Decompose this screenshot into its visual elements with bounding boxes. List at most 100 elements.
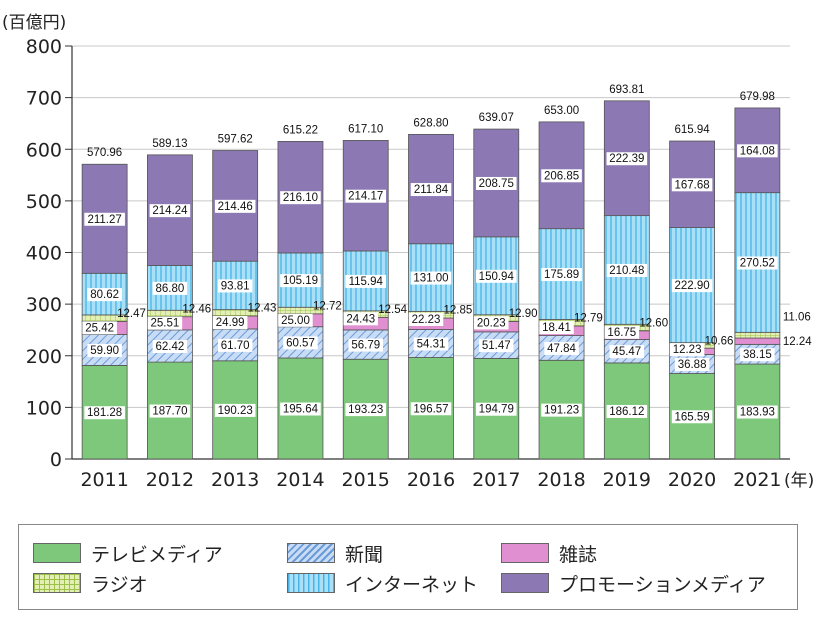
data-label-newspaper: 38.15 [743, 349, 772, 361]
y-tick-label: 200 [26, 346, 62, 368]
legend-label-internet: インターネット [345, 573, 479, 596]
data-label-promotion: 214.24 [152, 205, 188, 217]
data-label-magazine: 16.75 [607, 327, 636, 339]
data-label-tv-bg [606, 404, 648, 418]
axes: 0 100 200 300 400 500 600 700 800 2011 2012 2013 201… [26, 36, 790, 491]
data-label-magazine-bg [408, 313, 444, 327]
y-tick-label: 700 [26, 88, 62, 110]
data-label-radio: 12.46 [182, 303, 211, 315]
x-tick-label: 2017 [472, 469, 520, 491]
data-label-magazine: 12.23 [673, 344, 702, 356]
data-label-tv-bg [149, 404, 191, 418]
data-label-internet-bg [671, 279, 713, 293]
data-label-promotion: 164.08 [740, 145, 775, 157]
legend-swatch-magazine [501, 543, 549, 563]
data-label-newspaper: 45.47 [612, 346, 641, 358]
data-label-promotion: 167.68 [674, 179, 709, 191]
y-axis-unit-label: (百億円) [2, 13, 66, 33]
data-label-promotion-bg [149, 204, 191, 218]
legend-label-tv: テレビメディア [91, 543, 223, 566]
data-label-newspaper-bg [609, 345, 645, 359]
data-label-tv-bg [214, 403, 256, 417]
data-label-newspaper-bg [740, 348, 775, 362]
data-label-newspaper-bg [283, 336, 318, 350]
data-label-magazine-bg [278, 313, 313, 327]
data-label-radio: 12.43 [248, 303, 277, 315]
legend-swatch-tv [33, 543, 81, 563]
y-tick-label: 500 [26, 191, 62, 213]
data-label-internet-bg [475, 269, 517, 283]
data-label-newspaper: 47.84 [547, 343, 576, 355]
legend-label-radio: ラジオ [91, 573, 148, 596]
data-label-magazine: 12.24 [783, 336, 812, 348]
data-label-total: 617.10 [348, 123, 383, 135]
data-label-radio: 12.54 [378, 304, 407, 316]
data-label-tv-bg [410, 402, 452, 416]
data-label-newspaper: 59.90 [90, 345, 119, 357]
data-label-newspaper: 54.31 [417, 339, 446, 351]
data-label-magazine: 24.99 [216, 317, 245, 329]
data-label-magazine: 20.23 [477, 317, 506, 329]
legend-swatch-promotion [501, 573, 549, 593]
data-label-promotion: 214.46 [218, 201, 253, 213]
legend-label-newspaper: 新聞 [345, 543, 384, 566]
data-label-internet-bg [345, 274, 387, 288]
data-label-promotion-bg [214, 199, 256, 213]
data-label-tv: 194.79 [479, 404, 514, 416]
data-label-radio: 12.85 [444, 304, 473, 316]
legend-item-promotion: プロモーションメディア [501, 571, 766, 596]
data-label-internet-bg [280, 274, 321, 288]
data-label-promotion-bg [345, 189, 387, 203]
y-tick-label: 800 [26, 36, 62, 58]
data-label-internet-bg [541, 268, 582, 282]
y-tick-label: 300 [26, 294, 62, 316]
data-label-magazine-bg [147, 316, 183, 330]
data-label-promotion-bg [84, 212, 125, 226]
data-label-tv: 165.59 [674, 411, 709, 423]
data-label-promotion: 206.85 [544, 170, 579, 182]
legend-label-promotion: プロモーションメディア [559, 573, 766, 596]
data-label-internet-bg [152, 281, 188, 295]
data-label-tv-bg [671, 410, 713, 424]
data-label-promotion: 211.84 [414, 184, 449, 196]
data-label-magazine: 25.51 [151, 318, 180, 330]
data-label-tv: 190.23 [218, 405, 253, 417]
x-tick-label: 2019 [603, 469, 651, 491]
legend-item-newspaper: 新聞 [287, 541, 384, 566]
y-tick-label: 400 [26, 243, 62, 265]
data-label-radio: 12.90 [509, 308, 538, 320]
data-label-magazine: 22.23 [412, 314, 441, 326]
data-label-newspaper-bg [544, 341, 579, 355]
data-label-internet-bg [737, 256, 778, 270]
data-label-newspaper: 51.47 [482, 340, 511, 352]
data-label-newspaper-bg [479, 339, 514, 353]
data-label-promotion: 214.17 [348, 191, 383, 203]
data-label-internet-bg [217, 279, 253, 293]
data-label-tv: 196.57 [413, 403, 448, 415]
data-label-radio: 11.06 [783, 311, 811, 323]
data-label-total: 693.81 [609, 84, 644, 96]
data-label-radio: 12.60 [639, 317, 668, 329]
data-label-total: 615.22 [283, 124, 318, 136]
data-label-radio: 12.79 [574, 312, 603, 324]
bar-segment-magazine [734, 337, 781, 345]
data-label-magazine-bg [212, 316, 248, 330]
x-axis-unit-label: (年) [784, 471, 814, 491]
x-tick-label: 2011 [80, 469, 128, 491]
data-label-tv: 187.70 [152, 406, 187, 418]
data-label-total: 653.00 [544, 105, 579, 117]
data-label-magazine-bg [539, 321, 574, 335]
legend-item-internet: インターネット [287, 571, 479, 596]
data-label-internet: 115.94 [349, 276, 384, 288]
x-tick-label: 2013 [211, 469, 259, 491]
data-label-promotion-bg [541, 169, 582, 183]
data-label-radio: 10.66 [705, 336, 734, 348]
data-label-promotion: 211.27 [87, 214, 121, 226]
x-tick-label: 2018 [537, 469, 585, 491]
legend-swatch-internet [287, 573, 335, 593]
data-label-magazine-bg [82, 321, 117, 335]
data-label-magazine: 24.43 [346, 313, 375, 325]
data-label-internet: 210.48 [609, 265, 644, 277]
x-tick-label: 2016 [407, 469, 455, 491]
data-label-newspaper: 36.88 [678, 359, 707, 371]
